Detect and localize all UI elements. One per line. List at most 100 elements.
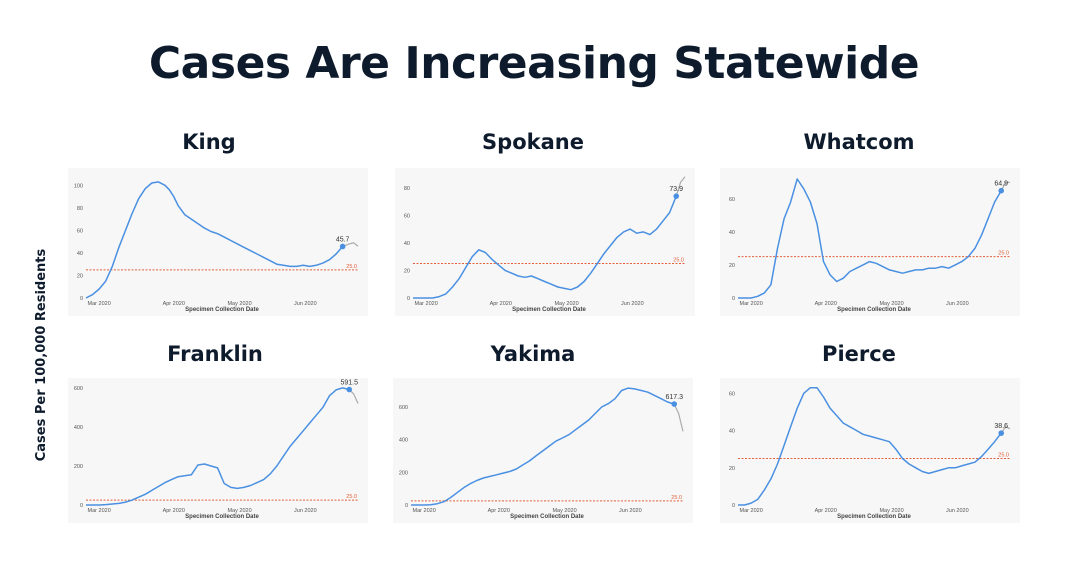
y-tick-label: 60 [404, 213, 410, 219]
x-tick-label: May 2020 [554, 301, 578, 307]
x-axis-label: Specimen Collection Date [837, 307, 911, 313]
y-tick-label: 40 [729, 429, 735, 435]
x-tick-label: Apr 2020 [815, 508, 837, 514]
x-tick-label: Jun 2020 [619, 508, 642, 514]
projection-line [675, 176, 686, 197]
y-tick-label: 40 [77, 251, 83, 257]
x-tick-label: Apr 2020 [815, 301, 837, 307]
series-line [86, 387, 350, 506]
x-tick-label: May 2020 [552, 508, 576, 514]
threshold-label: 25.0 [671, 495, 682, 501]
series-line [738, 386, 1002, 506]
y-tick-label: 60 [729, 391, 735, 397]
chart-whatcom: 0 20 40 60 Mar 2020 Apr 2020 May 2020 Jun 2020 S… [720, 168, 1020, 316]
end-value-label: 64.9 [994, 181, 1008, 188]
y-tick-label: 100 [74, 183, 83, 189]
end-point[interactable] [671, 401, 678, 407]
chart-whatcom-svg: 0 20 40 60 Mar 2020 Apr 2020 May 2020 Jun 2020 S… [729, 178, 1010, 313]
panel-title-franklin: Franklin [167, 342, 263, 366]
y-axis-title: Cases Per 100,000 Residents [34, 248, 49, 462]
x-tick-label: May 2020 [227, 508, 251, 514]
x-axis-label: Specimen Collection Date [837, 514, 911, 520]
y-tick-label: 60 [729, 197, 735, 203]
y-tick-label: 20 [77, 273, 83, 279]
x-tick-label: May 2020 [879, 508, 903, 514]
x-axis-label: Specimen Collection Date [512, 307, 586, 313]
chart-spokane: 0 20 40 60 80 Mar 2020 Apr 2020 May 2020 Jun 202… [395, 168, 695, 316]
end-point[interactable] [673, 193, 680, 199]
x-tick-label: Jun 2020 [294, 301, 317, 307]
x-tick-label: Mar 2020 [740, 508, 763, 514]
end-point[interactable] [346, 386, 353, 393]
series-line [411, 387, 675, 506]
x-tick-label: Apr 2020 [488, 508, 510, 514]
y-tick-label: 0 [405, 503, 408, 509]
y-tick-label: 400 [74, 425, 83, 431]
end-point[interactable] [998, 430, 1005, 436]
x-tick-label: Mar 2020 [415, 301, 438, 307]
threshold-label: 25.0 [998, 452, 1009, 458]
chart-franklin: 0 200 400 600 Mar 2020 Apr 2020 May 2020 Jun 20… [68, 378, 368, 523]
end-point[interactable] [998, 187, 1005, 194]
x-tick-label: Jun 2020 [294, 508, 317, 514]
x-tick-label: Jun 2020 [621, 301, 644, 307]
x-tick-label: May 2020 [879, 301, 903, 307]
end-value-label: 591.5 [340, 380, 358, 387]
chart-yakima-svg: 0 200 400 600 Mar 2020 Apr 2020 May 2020 Jun 20… [399, 387, 684, 520]
x-tick-label: Mar 2020 [88, 508, 111, 514]
y-tick-label: 20 [729, 263, 735, 269]
x-tick-label: Jun 2020 [946, 301, 969, 307]
threshold-label: 25.0 [673, 258, 684, 264]
series-line [85, 181, 344, 299]
x-tick-label: May 2020 [227, 301, 251, 307]
projection-line [342, 242, 359, 248]
projection-line [673, 403, 684, 432]
panel-title-yakima: Yakima [490, 342, 576, 366]
y-tick-label: 20 [404, 268, 410, 274]
chart-yakima: 0 200 400 600 Mar 2020 Apr 2020 May 2020 Jun 20… [393, 378, 693, 523]
panel-title-pierce: Pierce [822, 342, 896, 366]
panel-title-king: King [182, 130, 236, 154]
end-point[interactable] [339, 243, 346, 250]
y-tick-label: 600 [399, 405, 408, 411]
x-axis-label: Specimen Collection Date [510, 514, 584, 520]
series-line [738, 178, 1002, 299]
x-tick-label: Apr 2020 [163, 508, 185, 514]
threshold-label: 25.0 [998, 251, 1009, 257]
x-axis-label: Specimen Collection Date [185, 514, 259, 520]
x-axis-label: Specimen Collection Date [185, 307, 259, 313]
chart-pierce: 0 20 40 60 Mar 2020 Apr 2020 May 2020 Jun 2020 S… [720, 378, 1020, 523]
chart-king: 0 20 40 60 80 100 Mar 2020 Apr 2020 May 2020 Jun … [68, 168, 368, 316]
x-tick-label: Mar 2020 [413, 508, 436, 514]
chart-franklin-svg: 0 200 400 600 Mar 2020 Apr 2020 May 2020 Jun 20… [74, 380, 359, 520]
y-tick-label: 40 [729, 230, 735, 236]
panel-title-spokane: Spokane [482, 130, 584, 154]
y-tick-label: 20 [729, 466, 735, 472]
y-tick-label: 0 [407, 296, 410, 302]
end-value-label: 73.9 [669, 186, 683, 193]
threshold-label: 25.0 [346, 494, 357, 500]
end-value-label: 45.7 [336, 236, 350, 243]
y-tick-label: 80 [77, 206, 83, 212]
y-tick-label: 60 [77, 228, 83, 234]
y-tick-label: 0 [732, 503, 735, 509]
x-tick-label: Mar 2020 [740, 301, 763, 307]
y-tick-label: 200 [399, 470, 408, 476]
y-tick-label: 80 [404, 186, 410, 192]
x-tick-label: Jun 2020 [946, 508, 969, 514]
y-tick-label: 600 [74, 386, 83, 392]
end-value-label: 38.6 [994, 423, 1008, 430]
y-tick-label: 200 [74, 464, 83, 470]
chart-spokane-svg: 0 20 40 60 80 Mar 2020 Apr 2020 May 2020 Jun 202… [404, 176, 686, 313]
y-tick-label: 0 [80, 503, 83, 509]
x-tick-label: Apr 2020 [163, 301, 185, 307]
x-tick-label: Apr 2020 [490, 301, 512, 307]
x-tick-label: Mar 2020 [88, 301, 111, 307]
y-tick-label: 400 [399, 438, 408, 444]
threshold-label: 25.0 [346, 264, 357, 270]
y-tick-label: 40 [404, 241, 410, 247]
chart-pierce-svg: 0 20 40 60 Mar 2020 Apr 2020 May 2020 Jun 2020 S… [729, 386, 1011, 520]
y-tick-label: 0 [80, 296, 83, 302]
y-tick-label: 0 [732, 296, 735, 302]
page-title: Cases Are Increasing Statewide [148, 38, 920, 89]
